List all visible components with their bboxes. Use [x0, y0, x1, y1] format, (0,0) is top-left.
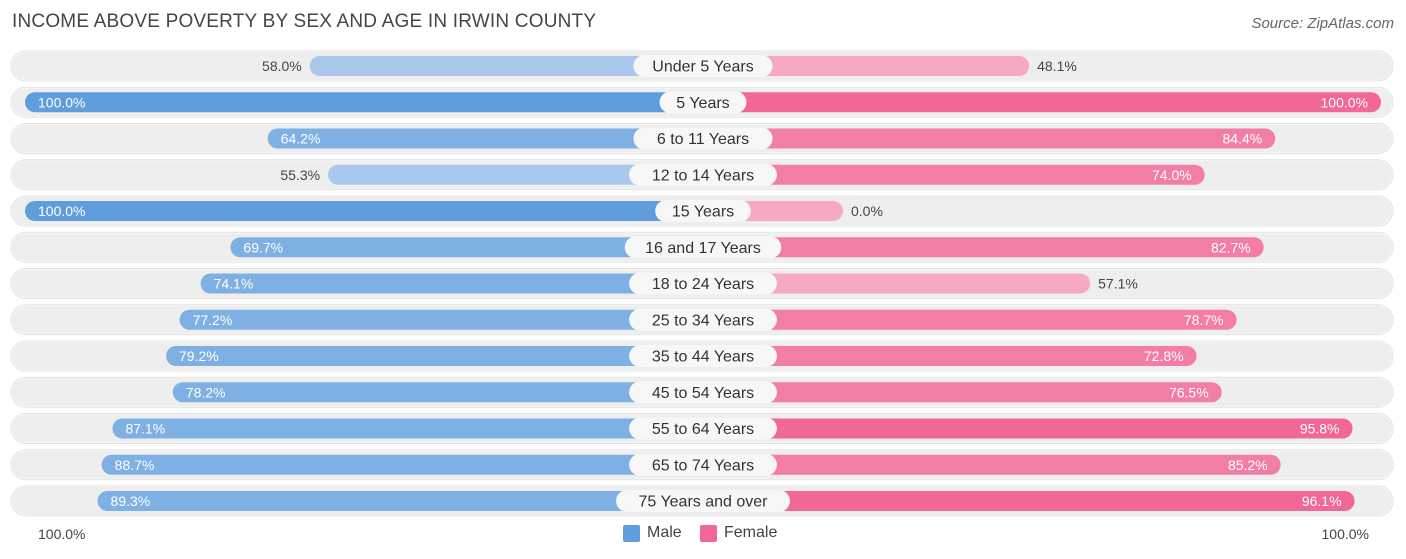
category-label: 45 to 54 Years: [652, 385, 754, 402]
female-bar: [703, 418, 1353, 439]
category-label-pill: [629, 345, 777, 367]
female-value-label: 74.0%: [1152, 167, 1192, 183]
axis-right-label: 100.0%: [1321, 526, 1369, 542]
male-bar: [179, 309, 704, 330]
category-label-pill: [624, 236, 782, 259]
legend: Male Female: [0, 520, 1406, 550]
female-bar: [703, 346, 1197, 366]
male-value-label: 64.2%: [281, 131, 321, 147]
female-bar: [703, 237, 1264, 258]
male-value-label: 89.3%: [111, 493, 151, 509]
category-label: 12 to 14 Years: [652, 167, 754, 184]
male-bar: [328, 164, 703, 185]
category-label-pill: [633, 127, 773, 150]
female-bar: [703, 454, 1281, 475]
male-bar: [230, 237, 703, 258]
female-bar: [703, 273, 1091, 294]
male-value-label: 74.1%: [214, 276, 254, 292]
male-bar: [97, 491, 703, 511]
male-value-label: 69.7%: [243, 239, 283, 255]
male-value-label: 79.2%: [179, 348, 219, 364]
category-label-pill: [629, 308, 777, 331]
male-value-label: 100.0%: [38, 94, 85, 110]
male-bar: [267, 128, 703, 149]
category-label: 6 to 11 Years: [657, 131, 749, 148]
female-bar: [703, 56, 1030, 76]
category-label-pill: [629, 453, 777, 476]
female-value-label: 48.1%: [1037, 58, 1077, 74]
male-value-label: 58.0%: [262, 58, 302, 74]
chart-title: INCOME ABOVE POVERTY BY SEX AND AGE IN I…: [12, 11, 597, 32]
male-value-label: 100.0%: [38, 203, 85, 219]
source-note: Source: ZipAtlas.com: [1251, 15, 1394, 32]
category-label-pill: [629, 272, 777, 295]
male-bar: [309, 56, 703, 76]
male-bar: [25, 92, 703, 113]
female-value-label: 0.0%: [851, 203, 883, 219]
category-label: 55 to 64 Years: [652, 421, 754, 438]
category-label: Under 5 Years: [652, 59, 753, 76]
female-value-label: 100.0%: [1321, 94, 1368, 110]
category-label: 35 to 44 Years: [652, 349, 754, 366]
category-label: 65 to 74 Years: [652, 457, 754, 474]
axis-left-label: 100.0%: [38, 526, 86, 542]
male-value-label: 55.3%: [280, 167, 320, 183]
legend-female-label: Female: [724, 524, 778, 541]
female-value-label: 85.2%: [1228, 457, 1268, 473]
category-label-pill: [629, 417, 777, 440]
female-bar: [703, 309, 1237, 330]
category-label: 5 Years: [676, 95, 729, 112]
female-value-label: 96.1%: [1302, 493, 1342, 509]
male-bar: [200, 273, 704, 294]
female-value-label: 82.7%: [1211, 239, 1251, 255]
category-label: 15 Years: [672, 204, 734, 221]
category-label-pill: [659, 91, 747, 114]
legend-female: Female: [700, 524, 777, 542]
female-bar: [703, 382, 1222, 403]
category-label-pill: [616, 490, 790, 512]
male-value-label: 77.2%: [193, 312, 233, 328]
category-label-pill: [629, 163, 777, 186]
legend-male-swatch: [623, 524, 640, 542]
category-label-pill: [633, 55, 773, 77]
male-value-label: 87.1%: [125, 421, 165, 437]
category-label-pill: [629, 381, 777, 404]
male-value-label: 78.2%: [186, 384, 226, 400]
category-label: 25 to 34 Years: [652, 312, 754, 329]
male-bar: [166, 346, 704, 366]
male-bar: [112, 418, 704, 439]
category-label: 18 to 24 Years: [652, 276, 754, 293]
legend-male: Male: [623, 524, 682, 542]
male-bar: [25, 201, 703, 221]
female-value-label: 57.1%: [1098, 276, 1138, 292]
bar-chart: 58.0% 48.1% Under 5 Years 100.0% 100.0% 5 Yea…: [10, 50, 1394, 517]
female-value-label: 76.5%: [1169, 384, 1209, 400]
female-value-label: 84.4%: [1223, 131, 1263, 147]
category-label: 16 and 17 Years: [645, 240, 761, 257]
male-bar: [101, 454, 703, 475]
legend-male-label: Male: [647, 524, 682, 541]
category-label-pill: [655, 200, 751, 222]
category-label: 75 Years and over: [639, 494, 769, 511]
female-bar: [703, 92, 1381, 113]
female-value-label: 78.7%: [1184, 312, 1224, 328]
female-bar: [703, 164, 1205, 185]
female-value-label: 72.8%: [1144, 348, 1184, 364]
female-bar: [703, 491, 1355, 511]
female-bar: [703, 128, 1276, 149]
female-value-label: 95.8%: [1300, 421, 1340, 437]
male-value-label: 88.7%: [115, 457, 155, 473]
legend-female-swatch: [700, 524, 717, 542]
male-bar: [172, 382, 703, 403]
